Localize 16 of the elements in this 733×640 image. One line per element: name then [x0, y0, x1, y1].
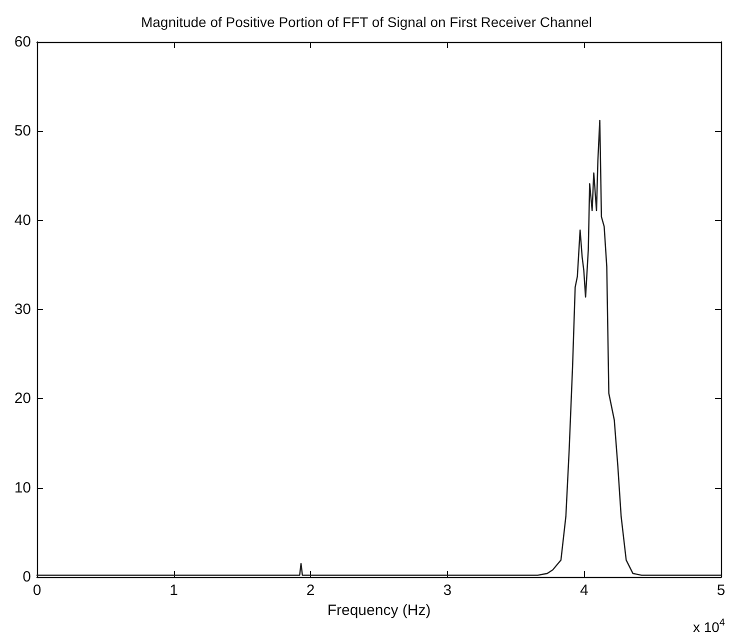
y-tick-label: 30 — [14, 301, 31, 318]
line-series — [36, 120, 722, 576]
y-tick-label: 20 — [14, 390, 31, 408]
y-tick-label: 10 — [14, 479, 31, 496]
x-axis-title: Frequency (Hz) — [327, 602, 431, 619]
y-tick-label: 0 — [22, 568, 31, 586]
y-tick-label: 60 — [14, 34, 31, 50]
x-tick-label: 2 — [306, 582, 315, 599]
x-tick-label: 4 — [580, 582, 588, 599]
chart-title: Magnitude of Positive Portion of FFT of Signal on First Receiver Channel — [140, 14, 592, 30]
y-tick-label: 50 — [14, 122, 31, 140]
x-tick-label: 1 — [170, 582, 178, 599]
x-tick-label: 5 — [716, 582, 726, 599]
x-tick-label: 0 — [32, 582, 42, 599]
x-tick-label: 3 — [443, 582, 452, 599]
y-tick-label: 40 — [14, 212, 31, 229]
